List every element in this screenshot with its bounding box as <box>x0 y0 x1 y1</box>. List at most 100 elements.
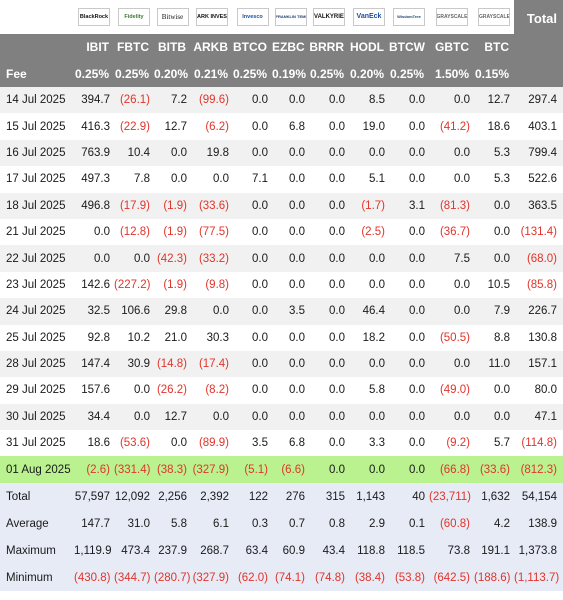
flow-cell: 0.0 <box>272 377 309 404</box>
fee-cell: 0.20% <box>154 60 191 87</box>
ticker-header: BTCO <box>233 34 272 60</box>
flow-cell: 0.0 <box>389 113 429 140</box>
stats-label: Total <box>0 483 74 511</box>
row-total: 157.1 <box>514 350 563 378</box>
flow-cell: 0.0 <box>349 139 389 167</box>
row-total: 403.1 <box>514 113 563 140</box>
table-row: 14 Jul 2025 394.7 (26.1) 7.2 (99.6) 0.0 0.0 0.0… <box>0 87 563 114</box>
flow-cell: 0.0 <box>309 430 349 457</box>
flow-cell: 0.0 <box>389 456 429 484</box>
flow-cell: (33.2) <box>191 245 233 272</box>
flow-cell: 0.0 <box>309 139 349 167</box>
flow-cell: (22.9) <box>114 113 154 140</box>
row-date: 01 Aug 2025 <box>0 456 74 484</box>
flow-cell: 18.6 <box>474 113 514 140</box>
stats-row-average: Average 147.7 31.0 5.8 6.1 0.3 0.7 0.8 2.9 0.1 (60… <box>0 510 563 538</box>
flow-cell: (26.2) <box>154 377 191 404</box>
flow-cell: (49.0) <box>429 377 474 404</box>
flow-cell: 10.2 <box>114 324 154 351</box>
flow-cell: 0.0 <box>389 271 429 299</box>
row-total: 799.4 <box>514 139 563 167</box>
flow-cell: (1.9) <box>154 192 191 219</box>
flow-cell: 0.0 <box>309 245 349 272</box>
table-row: 29 Jul 2025 157.6 0.0 (26.2) (8.2) 0.0 0.0 0.0 5… <box>0 377 563 404</box>
row-date: 14 Jul 2025 <box>0 87 74 114</box>
flow-cell: 11.0 <box>474 350 514 378</box>
flow-cell: 12.7 <box>154 403 191 431</box>
fee-cell: 0.25% <box>233 60 272 87</box>
flow-cell: 0.0 <box>272 271 309 299</box>
ticker-header: BTC <box>474 34 514 60</box>
flow-cell: (5.1) <box>233 456 272 484</box>
row-date: 18 Jul 2025 <box>0 192 74 219</box>
flow-cell: 30.3 <box>191 324 233 351</box>
stats-label: Minimum <box>0 564 74 592</box>
flow-cell: 0.0 <box>191 403 233 431</box>
flow-cell: 0.0 <box>389 350 429 378</box>
corner-cell <box>0 0 74 34</box>
row-total: (131.4) <box>514 218 563 246</box>
row-total: (85.8) <box>514 271 563 299</box>
flow-cell: 147.4 <box>74 350 114 378</box>
flow-cell: 0.0 <box>429 298 474 325</box>
stats-cell: 147.7 <box>74 510 114 538</box>
flow-cell: 0.0 <box>154 166 191 193</box>
flow-cell: 496.8 <box>74 192 114 219</box>
table-row: 24 Jul 2025 32.5 106.6 29.8 0.0 0.0 3.5 0.0 46.4… <box>0 298 563 325</box>
table-row: 30 Jul 2025 34.4 0.0 12.7 0.0 0.0 0.0 0.0 0.0 0.0… <box>0 403 563 431</box>
row-total: (68.0) <box>514 245 563 272</box>
stats-cell: 57,597 <box>74 483 114 511</box>
flow-cell: (38.3) <box>154 456 191 484</box>
stats-cell: 31.0 <box>114 510 154 538</box>
ticker-header: BTCW <box>389 34 429 60</box>
flow-cell: 19.8 <box>191 139 233 167</box>
row-total: 297.4 <box>514 87 563 114</box>
flow-cell: 0.0 <box>233 298 272 325</box>
invesco-logo: Invesco <box>236 8 269 26</box>
stats-cell: 2,392 <box>191 483 233 511</box>
flow-cell: 0.0 <box>114 403 154 431</box>
flow-cell: (36.7) <box>429 218 474 246</box>
table-row: 23 Jul 2025 142.6 (227.2) (1.9) (9.8) 0.0 0.0 0… <box>0 271 563 299</box>
stats-cell: (60.8) <box>429 510 474 538</box>
flow-cell: 0.0 <box>389 218 429 246</box>
flow-cell: 0.0 <box>389 324 429 351</box>
flow-cell: 0.0 <box>309 403 349 431</box>
stats-cell: (23,711) <box>429 483 474 511</box>
stats-total: 54,154 <box>514 483 563 511</box>
flow-cell: 0.0 <box>272 403 309 431</box>
flow-cell: 0.0 <box>233 245 272 272</box>
flow-cell: 0.0 <box>389 430 429 457</box>
logo-row: BlackRock Fidelity Bitwise ARK INVEST Invesc… <box>0 0 563 87</box>
stats-row-minimum: Minimum (430.8) (344.7) (280.7) (327.9) (62.0… <box>0 564 563 592</box>
table-row: 16 Jul 2025 763.9 10.4 0.0 19.8 0.0 0.0 0.0 0.0 0… <box>0 139 563 167</box>
row-date: 15 Jul 2025 <box>0 113 74 140</box>
flow-cell: 0.0 <box>191 298 233 325</box>
flow-cell: 92.8 <box>74 324 114 351</box>
flow-cell: (1.7) <box>349 192 389 219</box>
row-date: 24 Jul 2025 <box>0 298 74 325</box>
row-date: 21 Jul 2025 <box>0 218 74 246</box>
issuer-logo-cell: FRANKLIN TEMPLETON <box>272 0 309 34</box>
stats-cell: (344.7) <box>114 564 154 592</box>
flow-cell: 0.0 <box>474 245 514 272</box>
flow-cell: 0.0 <box>349 271 389 299</box>
stats-total: (1,113.7) <box>514 564 563 592</box>
flow-cell: 157.6 <box>74 377 114 404</box>
stats-cell: 268.7 <box>191 537 233 565</box>
flow-cell: (1.9) <box>154 271 191 299</box>
flow-cell: 0.0 <box>309 218 349 246</box>
flow-cell: (6.6) <box>272 456 309 484</box>
flow-cell: 0.0 <box>474 377 514 404</box>
flow-cell: 0.0 <box>309 113 349 140</box>
flow-cell: 0.0 <box>429 403 474 431</box>
stats-cell: (430.8) <box>74 564 114 592</box>
flow-cell: 763.9 <box>74 139 114 167</box>
row-total: 522.6 <box>514 166 563 193</box>
fidelity-logo: Fidelity <box>118 8 150 26</box>
flow-cell: (2.5) <box>349 218 389 246</box>
flow-cell: 0.0 <box>191 166 233 193</box>
issuer-logo-cell: Fidelity <box>114 0 154 34</box>
ticker-row: IBIT FBTC BITB ARKB BTCO EZBC BRRR HODL BTCW GBTC… <box>0 34 563 60</box>
